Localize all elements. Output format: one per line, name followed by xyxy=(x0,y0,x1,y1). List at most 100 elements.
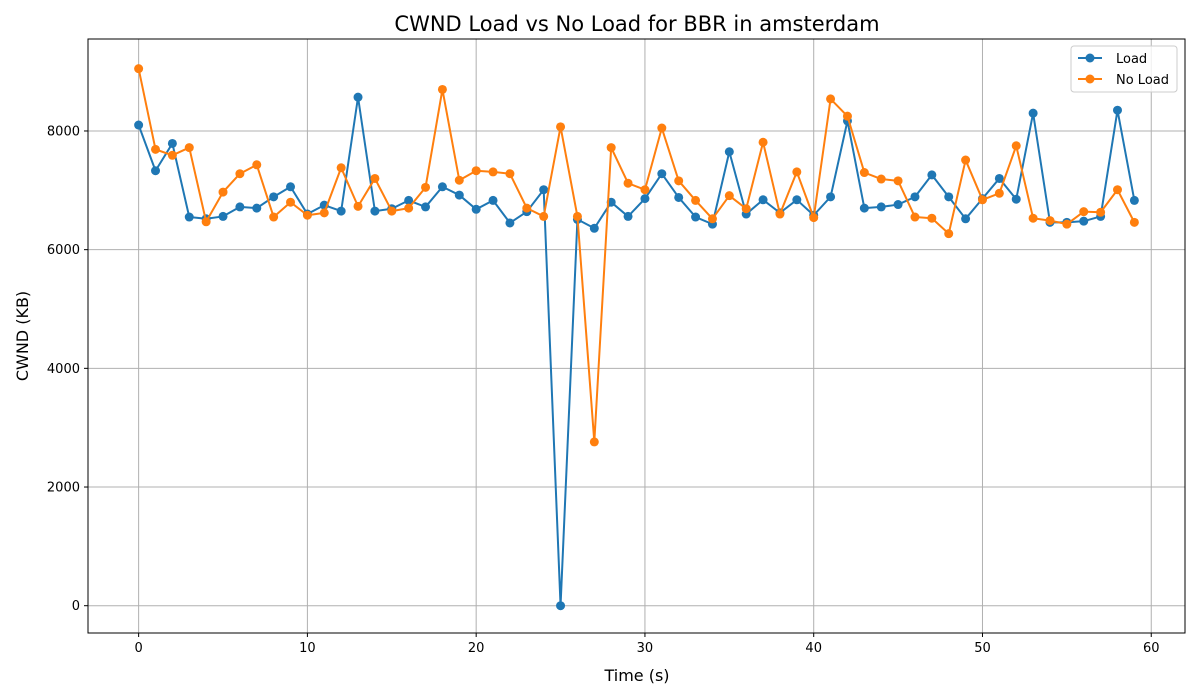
data-point-no-load xyxy=(994,188,1004,198)
data-point-no-load xyxy=(809,213,819,223)
data-point-no-load xyxy=(319,208,329,218)
y-tick-label: 8000 xyxy=(47,124,80,139)
data-point-no-load xyxy=(286,197,296,207)
x-tick-label: 20 xyxy=(468,641,485,656)
data-point-load xyxy=(691,212,701,222)
data-point-load xyxy=(910,192,920,202)
data-point-load xyxy=(927,170,937,180)
data-point-load xyxy=(961,214,971,224)
data-point-no-load xyxy=(640,185,650,195)
data-point-no-load xyxy=(269,212,279,222)
data-point-load xyxy=(167,138,177,148)
data-point-no-load xyxy=(775,209,785,219)
data-point-no-load xyxy=(944,229,954,239)
data-point-no-load xyxy=(606,143,616,153)
data-point-no-load xyxy=(505,169,515,179)
data-point-no-load xyxy=(556,122,566,132)
data-point-no-load xyxy=(674,176,684,186)
data-point-no-load xyxy=(387,206,397,216)
data-point-no-load xyxy=(1096,207,1106,217)
x-tick-label: 60 xyxy=(1143,641,1160,656)
y-tick-label: 0 xyxy=(72,599,80,614)
data-point-no-load xyxy=(961,155,971,165)
data-point-load xyxy=(184,212,194,222)
y-tick-label: 4000 xyxy=(47,362,80,377)
data-point-no-load xyxy=(893,176,903,186)
data-point-load xyxy=(336,206,346,216)
grid xyxy=(88,39,1185,633)
data-point-load xyxy=(994,173,1004,183)
x-tick-label: 10 xyxy=(299,641,316,656)
data-point-load xyxy=(623,211,633,221)
legend-marker-no-load xyxy=(1085,74,1095,84)
y-tick-label: 2000 xyxy=(47,481,80,496)
data-point-load xyxy=(640,194,650,204)
data-point-no-load xyxy=(1079,207,1089,217)
data-point-load xyxy=(1112,105,1122,115)
data-point-no-load xyxy=(404,203,414,213)
ticks: 0 10 20 30 40 50 60 0 2000 4000 6000 8000 xyxy=(47,124,1160,656)
data-point-load xyxy=(370,206,380,216)
data-point-no-load xyxy=(488,167,498,177)
data-point-no-load xyxy=(724,191,734,201)
data-point-no-load xyxy=(353,201,363,211)
data-point-load xyxy=(505,218,515,228)
data-point-no-load xyxy=(842,111,852,121)
data-point-load xyxy=(421,202,431,212)
data-point-no-load xyxy=(859,168,869,178)
data-point-load xyxy=(893,200,903,210)
data-point-no-load xyxy=(910,212,920,222)
data-point-no-load xyxy=(1045,216,1055,226)
data-point-no-load xyxy=(134,64,144,74)
data-point-load xyxy=(269,192,279,202)
data-point-no-load xyxy=(218,187,228,197)
data-point-load xyxy=(235,202,245,212)
data-point-load xyxy=(556,601,566,611)
data-point-load xyxy=(437,182,447,192)
data-point-no-load xyxy=(572,211,582,221)
data-point-no-load xyxy=(151,144,161,154)
data-point-no-load xyxy=(1062,219,1072,229)
data-point-no-load xyxy=(235,169,245,179)
x-tick-label: 30 xyxy=(637,641,654,656)
plot-area xyxy=(88,39,1185,633)
data-point-load xyxy=(1011,194,1021,204)
data-point-no-load xyxy=(1028,213,1038,223)
data-point-load xyxy=(134,120,144,130)
data-point-load xyxy=(1079,216,1089,226)
legend-label-load: Load xyxy=(1116,52,1147,67)
data-point-load xyxy=(353,92,363,102)
data-point-load xyxy=(674,192,684,202)
data-point-no-load xyxy=(741,204,751,214)
data-point-no-load xyxy=(421,182,431,192)
series-layer xyxy=(134,64,1139,611)
data-point-no-load xyxy=(623,178,633,188)
data-point-load xyxy=(286,182,296,192)
data-point-load xyxy=(826,192,836,202)
data-point-load xyxy=(454,190,464,200)
data-point-no-load xyxy=(1011,141,1021,151)
data-point-load xyxy=(488,195,498,205)
data-point-no-load xyxy=(657,123,667,133)
legend-marker-load xyxy=(1085,53,1095,63)
data-point-no-load xyxy=(691,195,701,205)
data-point-load xyxy=(589,223,599,233)
chart-title: CWND Load vs No Load for BBR in amsterda… xyxy=(394,12,879,36)
data-point-load xyxy=(944,192,954,202)
y-tick-label: 6000 xyxy=(47,243,80,258)
x-tick-label: 50 xyxy=(974,641,991,656)
data-point-no-load xyxy=(336,163,346,173)
data-point-no-load xyxy=(707,214,717,224)
x-tick-label: 40 xyxy=(805,641,822,656)
data-point-no-load xyxy=(302,210,312,220)
data-point-no-load xyxy=(201,217,211,227)
data-point-no-load xyxy=(437,84,447,94)
x-axis-label: Time (s) xyxy=(603,666,669,685)
data-point-load xyxy=(724,147,734,157)
data-point-no-load xyxy=(184,143,194,153)
data-point-no-load xyxy=(1112,185,1122,195)
data-point-no-load xyxy=(370,173,380,183)
data-point-no-load xyxy=(167,150,177,160)
